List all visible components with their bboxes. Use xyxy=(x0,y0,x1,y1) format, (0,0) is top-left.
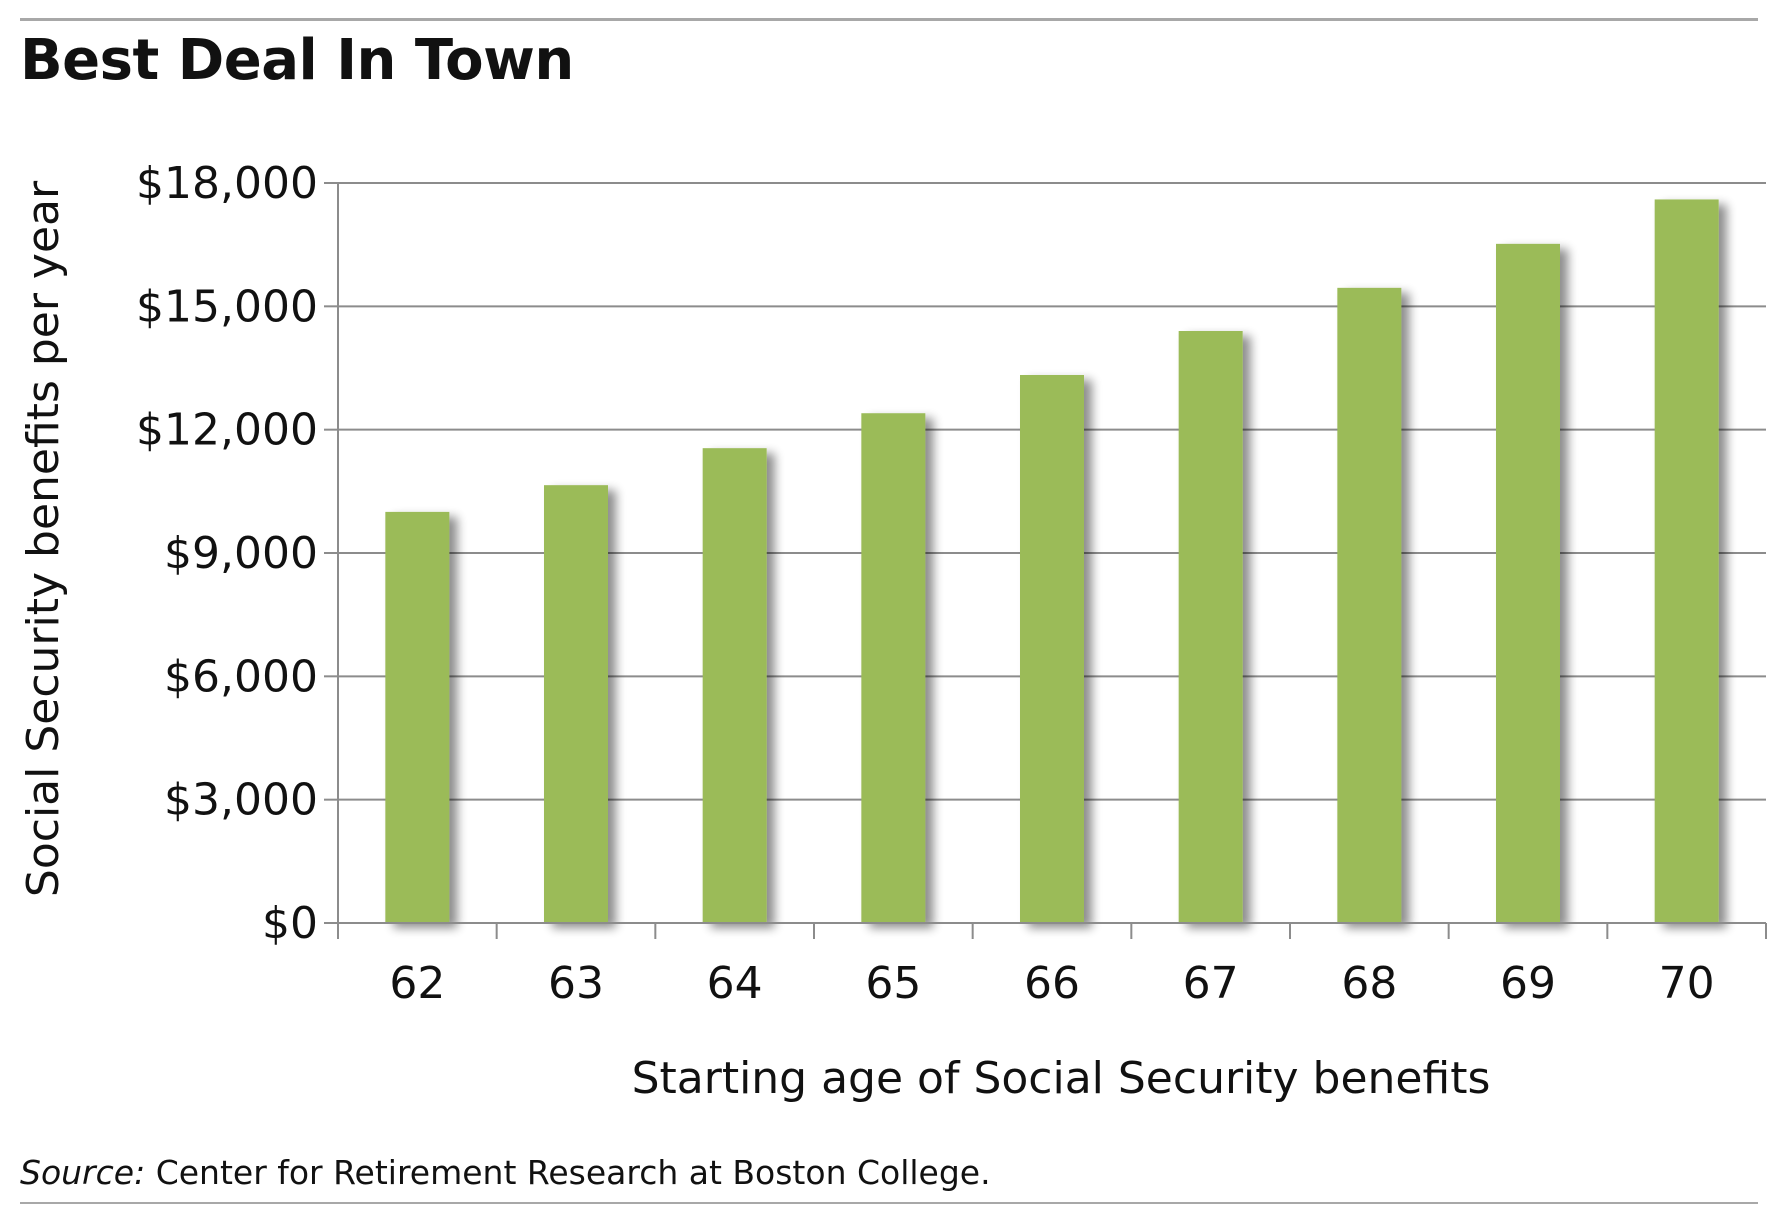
bar-62 xyxy=(385,511,450,923)
x-tick-label: 64 xyxy=(707,958,763,1009)
x-tick-label: 68 xyxy=(1341,958,1397,1009)
source-lead: Source: xyxy=(20,1153,146,1192)
x-tick-label: 69 xyxy=(1500,958,1556,1009)
source-text: Center for Retirement Research at Boston… xyxy=(155,1153,991,1192)
y-tick-label: $3,000 xyxy=(164,775,318,826)
x-tick-label: 70 xyxy=(1659,958,1715,1009)
y-tick-label: $9,000 xyxy=(164,528,318,579)
y-tick-label: $12,000 xyxy=(136,405,318,456)
bar-70 xyxy=(1654,199,1719,923)
bar-65 xyxy=(861,413,926,923)
x-tick-label: 62 xyxy=(389,958,445,1009)
x-tick-label: 66 xyxy=(1024,958,1080,1009)
y-tick-label: $6,000 xyxy=(164,651,318,702)
y-tick-label: $0 xyxy=(262,898,318,949)
x-axis-title: Starting age of Social Security benefits xyxy=(632,1053,1491,1104)
y-tick-label: $18,000 xyxy=(136,158,318,209)
bar-69 xyxy=(1496,243,1560,923)
bar-68 xyxy=(1337,287,1402,923)
x-tick-label: 63 xyxy=(548,958,604,1009)
x-tick-label: 67 xyxy=(1183,958,1239,1009)
x-tick-label: 65 xyxy=(865,958,921,1009)
axes xyxy=(324,182,1767,939)
y-tick-label: $15,000 xyxy=(136,281,318,332)
bar-67 xyxy=(1178,331,1243,923)
tick-labels: $0 $3,000 $6,000 $9,000 $12,000 $15,000 $18,00… xyxy=(136,158,1715,1009)
chart-title: Best Deal In Town xyxy=(20,28,574,93)
y-axis-title: Social Security benefits per year xyxy=(18,180,69,897)
bar-63 xyxy=(544,485,608,923)
bars xyxy=(385,199,1719,923)
bottom-rule xyxy=(20,1202,1758,1204)
bar-64 xyxy=(702,448,767,923)
bar-66 xyxy=(1020,374,1084,923)
top-rule xyxy=(20,18,1758,21)
source-note: Source: Center for Retirement Research a… xyxy=(20,1153,991,1192)
